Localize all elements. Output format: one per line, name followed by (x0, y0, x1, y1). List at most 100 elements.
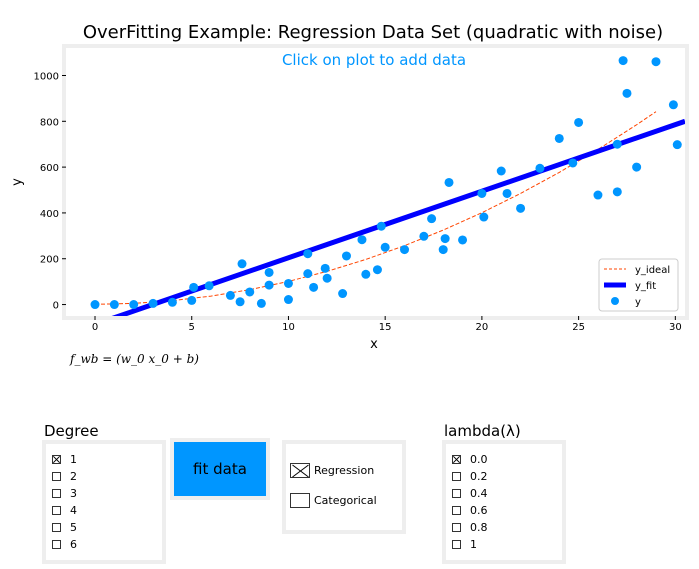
data-point (341, 251, 351, 261)
plot-frame[interactable] (62, 44, 689, 320)
y-tick-label: 200 (40, 255, 59, 266)
chart-subtitle: Click on plot to add data (282, 51, 466, 69)
lambda-checkbox[interactable] (452, 488, 461, 498)
degree-title: Degree (44, 422, 99, 440)
data-point (380, 242, 390, 252)
x-tick-label: 25 (572, 322, 585, 333)
x-axis-label: x (370, 337, 378, 352)
data-point (444, 177, 454, 187)
lambda-checkbox[interactable] (452, 505, 461, 515)
mode-toggle-box[interactable] (290, 463, 310, 478)
y-fit-line (111, 118, 685, 316)
legend: y_ideal y_fit y (598, 258, 679, 312)
lambda-option-0-4[interactable]: 0.4 (452, 486, 488, 500)
degree-option-label: 3 (70, 486, 77, 500)
data-point (109, 300, 119, 310)
lambda-option-0-2[interactable]: 0.2 (452, 469, 488, 483)
data-point (303, 269, 313, 279)
mode-toggle-box[interactable] (290, 493, 310, 508)
degree-checkbox[interactable] (52, 454, 61, 464)
data-point (189, 282, 199, 292)
degree-option-3[interactable]: 3 (52, 486, 77, 500)
lambda-option-0-6[interactable]: 0.6 (452, 503, 488, 517)
degree-option-label: 5 (70, 520, 77, 534)
mode-option-regression[interactable]: Regression (290, 463, 374, 478)
data-point (245, 287, 255, 297)
degree-option-2[interactable]: 2 (52, 469, 77, 483)
data-point (438, 245, 448, 255)
legend-label-y: y (635, 297, 641, 308)
lambda-title: lambda(λ) (444, 422, 521, 440)
lambda-option-0-0[interactable]: 0.0 (452, 452, 488, 466)
data-point (651, 57, 661, 67)
lambda-option-label: 0.8 (470, 520, 488, 534)
fit-data-button[interactable]: fit data (174, 442, 266, 496)
degree-option-label: 6 (70, 537, 77, 551)
data-point (237, 259, 247, 269)
data-point (622, 88, 632, 98)
degree-option-5[interactable]: 5 (52, 520, 77, 534)
data-point (458, 235, 468, 245)
y-tick-label: 600 (40, 163, 59, 174)
lambda-option-label: 0.2 (470, 469, 488, 483)
data-point (516, 203, 526, 213)
lambda-option-label: 0.0 (470, 452, 488, 466)
data-point (668, 100, 678, 110)
mode-option-label: Regression (314, 464, 375, 477)
degree-option-4[interactable]: 4 (52, 503, 77, 517)
data-point (612, 139, 622, 149)
lambda-option-label: 0.4 (470, 486, 488, 500)
x-tick-label: 30 (669, 322, 682, 333)
x-tick-label: 10 (282, 322, 295, 333)
data-point (535, 163, 545, 173)
data-point (612, 187, 622, 197)
data-point (256, 298, 266, 308)
data-point (204, 281, 214, 291)
degree-checkbox[interactable] (52, 471, 61, 481)
data-point (264, 280, 274, 290)
degree-checkbox[interactable] (52, 505, 61, 515)
degree-option-label: 1 (70, 452, 77, 466)
degree-checkbox[interactable] (52, 539, 61, 549)
legend-label-y-fit: y_fit (635, 281, 656, 292)
legend-box (598, 258, 679, 312)
mode-panel: Regression Categorical (282, 440, 406, 534)
data-point (632, 162, 642, 172)
data-point (672, 140, 682, 150)
data-point (554, 133, 564, 143)
lambda-checkbox[interactable] (452, 539, 461, 549)
x-tick-label: 5 (189, 322, 195, 333)
data-point (322, 273, 332, 283)
lambda-option-label: 0.6 (470, 503, 488, 517)
data-point (502, 188, 512, 198)
degree-option-6[interactable]: 6 (52, 537, 77, 551)
data-point (90, 300, 100, 310)
chart-title: OverFitting Example: Regression Data Set… (83, 22, 663, 43)
lambda-option-1[interactable]: 1 (452, 537, 477, 551)
data-point (427, 214, 437, 224)
degree-option-1[interactable]: 1 (52, 452, 77, 466)
mode-option-categorical[interactable]: Categorical (290, 493, 377, 508)
data-point (338, 289, 348, 299)
lambda-checkbox[interactable] (452, 522, 461, 532)
y-axis-label: y (10, 178, 25, 186)
degree-option-label: 4 (70, 503, 77, 517)
x-tick-label: 15 (379, 322, 392, 333)
y-tick-label: 0 (53, 301, 59, 312)
lambda-checkbox[interactable] (452, 454, 461, 464)
data-point (283, 295, 293, 305)
data-point (187, 295, 197, 305)
lambda-checkbox[interactable] (452, 471, 461, 481)
data-point (225, 290, 235, 300)
lambda-option-0-8[interactable]: 0.8 (452, 520, 488, 534)
data-point (376, 221, 386, 231)
data-point (477, 188, 487, 198)
data-point (283, 278, 293, 288)
model-formula: f_wb = (w_0 x_0 + b) (70, 352, 199, 366)
data-point (574, 117, 584, 127)
data-point (361, 269, 371, 279)
data-point (440, 234, 450, 244)
degree-checkbox[interactable] (52, 488, 61, 498)
degree-checkbox[interactable] (52, 522, 61, 532)
